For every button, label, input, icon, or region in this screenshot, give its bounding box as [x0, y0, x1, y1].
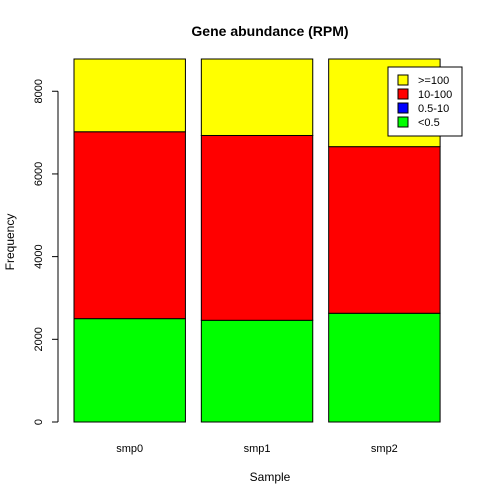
y-axis-label: Frequency — [3, 214, 17, 271]
legend-swatch-0-5 — [397, 116, 409, 128]
legend-label-10-100: 10-100 — [418, 89, 452, 101]
legend-label-0-5-10: 0.5-10 — [418, 103, 449, 115]
y-tick-label-8000: 8000 — [33, 79, 45, 103]
x-axis-label: Sample — [250, 470, 291, 484]
legend-label-100: >=100 — [418, 75, 449, 87]
legend: >=100 10-100 0.5-10 <0.5 — [387, 66, 463, 137]
legend-label-0-5: <0.5 — [418, 117, 440, 129]
y-tick-label-0: 0 — [33, 419, 45, 425]
legend-swatch-100 — [397, 74, 409, 86]
x-tick-smp2: smp2 — [371, 443, 398, 455]
y-axis: 0 2000 4000 6000 8000 — [33, 79, 59, 425]
bar-smp1-100 — [200, 58, 314, 136]
bar-smp2-10-100 — [328, 146, 441, 314]
x-tick-smp1: smp1 — [244, 443, 271, 455]
bar-smp0-10-100 — [73, 131, 186, 320]
chart-title: Gene abundance (RPM) — [191, 23, 348, 39]
bar-smp0-0-5 — [73, 318, 186, 423]
bars-group — [73, 58, 441, 423]
x-tick-smp0: smp0 — [116, 443, 143, 455]
y-tick-label-6000: 6000 — [33, 162, 45, 186]
y-tick-label-4000: 4000 — [33, 244, 45, 268]
legend-swatch-10-100 — [397, 88, 409, 100]
bar-smp1-0-5 — [200, 319, 314, 423]
bar-smp0-100 — [73, 58, 186, 133]
bar-smp1-10-100 — [200, 134, 314, 321]
legend-swatch-0-5-10 — [397, 102, 409, 114]
y-tick-label-2000: 2000 — [33, 327, 45, 351]
bar-smp2-0-5 — [328, 312, 441, 423]
x-tick-labels: smp0 smp1 smp2 — [116, 443, 398, 455]
